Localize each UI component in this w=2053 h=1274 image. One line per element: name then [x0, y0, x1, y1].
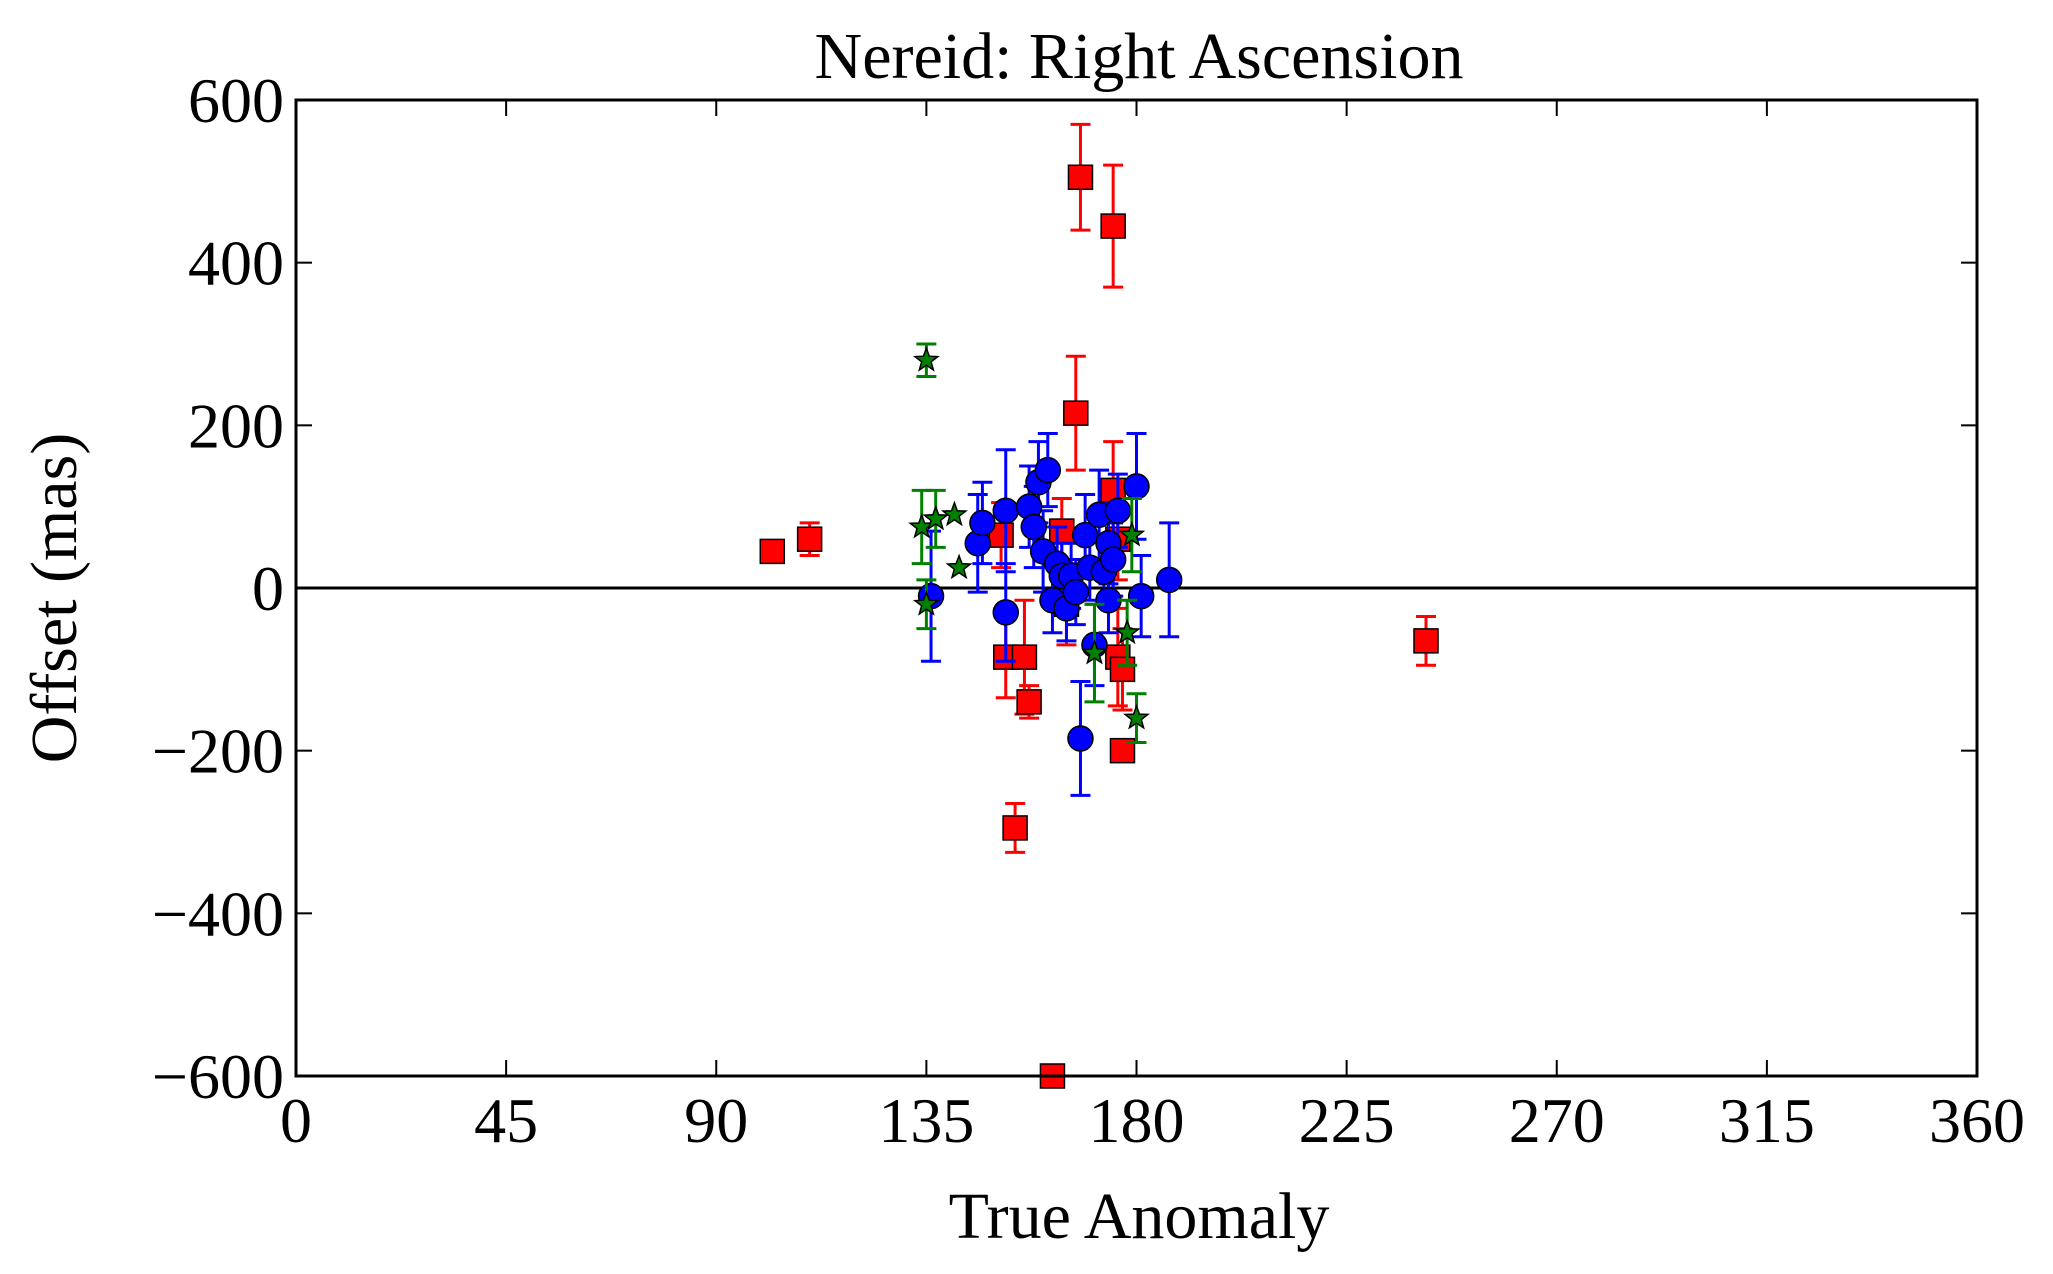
chart-title: Nereid: Right Ascension [815, 20, 1464, 93]
x-tick-label: 180 [1089, 1085, 1185, 1156]
data-point-circle [1104, 497, 1132, 524]
data-point-square [1011, 644, 1038, 670]
y-tick-label: −400 [152, 878, 284, 949]
data-point-star [912, 590, 940, 616]
data-point-circle [1062, 578, 1090, 606]
x-axis-ticks: 0 45 90 135 180 225 270 315 360 [280, 100, 2025, 1156]
x-axis-label: True Anomaly [949, 1180, 1330, 1253]
data-point-square [1063, 400, 1089, 426]
x-tick-label: 315 [1719, 1085, 1815, 1156]
plot-area [294, 98, 1979, 1078]
data-point-square [1413, 628, 1439, 654]
star-series [908, 342, 1150, 745]
data-point-star [1118, 520, 1146, 547]
data-point-star [945, 553, 973, 580]
y-tick-label: 200 [188, 390, 284, 461]
x-tick-label: 135 [878, 1085, 974, 1156]
data-point-circle [1034, 456, 1062, 484]
y-tick-label: −600 [152, 1041, 284, 1112]
data-point-circle [969, 509, 996, 537]
data-point-square [1067, 164, 1094, 191]
data-point-star [940, 500, 968, 527]
data-point-square [1100, 213, 1126, 239]
data-point-star [1113, 618, 1141, 645]
y-tick-label: 0 [252, 553, 284, 624]
data-point-star [1081, 638, 1108, 665]
y-axis-ticks: −600 −400 −200 0 200 400 600 [152, 65, 1977, 1112]
x-tick-label: 270 [1509, 1085, 1605, 1156]
circle-series [917, 431, 1183, 797]
data-point-circle [1123, 473, 1150, 500]
y-tick-label: 400 [188, 228, 284, 299]
data-point-circle [1127, 582, 1155, 610]
x-tick-label: 0 [280, 1085, 312, 1156]
x-tick-label: 90 [684, 1085, 748, 1156]
x-tick-label: 45 [474, 1085, 538, 1156]
x-tick-label: 225 [1299, 1085, 1395, 1156]
data-point-square [1002, 815, 1028, 841]
data-point-star [1123, 703, 1150, 730]
y-tick-label: −200 [152, 716, 284, 787]
data-series [759, 122, 1439, 1089]
data-point-circle [1155, 566, 1183, 594]
data-point-circle [992, 599, 1020, 626]
data-point-circle [1067, 725, 1094, 752]
data-point-square [1109, 656, 1136, 683]
data-point-square [1049, 518, 1075, 544]
data-point-star [912, 346, 940, 372]
data-point-star [922, 504, 950, 531]
data-point-square [1016, 689, 1042, 715]
y-axis-label: Offset (mas) [18, 433, 91, 764]
x-tick-label: 360 [1929, 1085, 2025, 1156]
data-point-square [796, 526, 823, 552]
data-point-circle [1071, 521, 1099, 549]
data-point-circle [992, 497, 1020, 524]
y-tick-label: 600 [188, 65, 284, 136]
data-point-square [759, 538, 786, 565]
data-point-circle [1020, 513, 1048, 541]
data-point-circle [1099, 546, 1127, 573]
